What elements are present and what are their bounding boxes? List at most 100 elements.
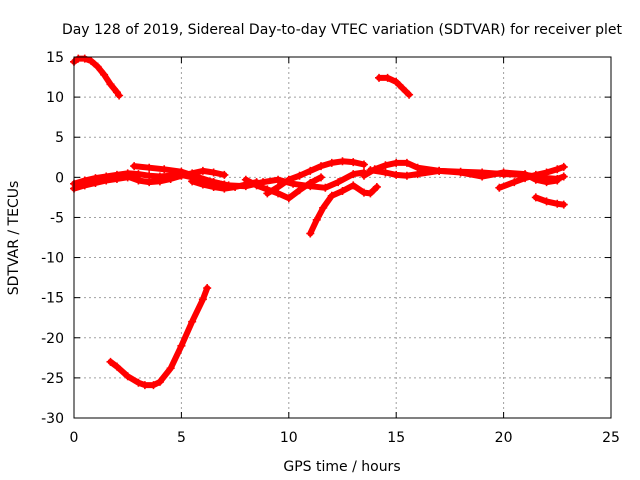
data-point (495, 183, 504, 192)
data-point (209, 182, 218, 191)
data-point (478, 172, 487, 181)
data-point (145, 163, 154, 172)
data-point (383, 73, 392, 82)
data-point (87, 57, 96, 66)
data-point (93, 62, 102, 71)
data-point (334, 178, 343, 187)
data-point (284, 175, 293, 184)
data-point (327, 191, 336, 200)
data-point (319, 203, 328, 212)
data-point (366, 189, 375, 198)
data-point (177, 171, 186, 180)
data-point (359, 171, 368, 180)
data-point (112, 174, 121, 183)
data-point (392, 158, 401, 167)
data-point (134, 378, 143, 387)
data-point (559, 172, 568, 181)
data-point (531, 170, 540, 179)
data-point (188, 317, 197, 326)
data-point (145, 178, 154, 187)
data-point (274, 182, 283, 191)
data-point (166, 364, 175, 373)
data-point (295, 186, 304, 195)
y-axis-label: SDTVAR / TECUs (6, 181, 22, 296)
data-point (106, 357, 115, 366)
data-point (123, 372, 132, 381)
data-point (553, 165, 562, 174)
series-line (107, 285, 211, 389)
series-arc-1 (70, 54, 124, 100)
series-line (376, 74, 413, 98)
data-point (312, 215, 321, 224)
data-point (349, 170, 358, 179)
y-tick-label: 0 (55, 170, 64, 186)
data-point (220, 170, 229, 179)
y-tick-label: -10 (41, 251, 64, 267)
y-tick-label: -20 (41, 331, 64, 347)
data-point (542, 197, 551, 206)
data-point (149, 381, 158, 390)
data-point (531, 193, 540, 202)
data-point (542, 178, 551, 187)
data-point (295, 171, 304, 180)
data-point (306, 229, 315, 238)
data-point (130, 162, 139, 171)
data-point (166, 174, 175, 183)
series-line (264, 158, 367, 197)
data-point (521, 174, 530, 183)
data-point (402, 171, 411, 180)
data-point (435, 166, 444, 175)
x-tick-label: 15 (387, 430, 405, 446)
y-tick-label: 10 (46, 90, 64, 106)
data-point (115, 91, 124, 100)
data-point (321, 183, 330, 192)
data-point (198, 180, 207, 189)
data-point (209, 168, 218, 177)
data-point (317, 173, 326, 182)
series-arc-6 (123, 166, 229, 187)
series-line (124, 167, 228, 186)
data-point (198, 295, 207, 304)
data-point (100, 70, 109, 79)
data-point (413, 170, 422, 179)
data-point (140, 381, 149, 390)
y-tick-label: -30 (41, 411, 64, 427)
data-layer (70, 54, 568, 390)
data-point (559, 162, 568, 171)
data-point (188, 169, 197, 178)
data-point (381, 168, 390, 177)
data-point (252, 181, 261, 190)
data-point (102, 176, 111, 185)
data-point (349, 158, 358, 167)
data-point (359, 160, 368, 169)
data-point (327, 158, 336, 167)
data-point (338, 186, 347, 195)
grid (74, 57, 611, 418)
y-tick-label: 15 (46, 50, 64, 66)
x-tick-label: 10 (280, 430, 298, 446)
data-point (80, 181, 89, 190)
data-point (203, 284, 212, 293)
data-point (392, 77, 401, 86)
data-point (155, 377, 164, 386)
data-point (542, 168, 551, 177)
x-tick-label: 20 (495, 430, 513, 446)
chart-title: Day 128 of 2019, Sidereal Day-to-day VTE… (62, 22, 623, 38)
data-point (349, 181, 358, 190)
data-point (359, 188, 368, 197)
data-point (510, 178, 519, 187)
data-point (188, 177, 197, 186)
series-arc-11 (375, 73, 414, 99)
data-point (220, 184, 229, 193)
data-point (306, 178, 315, 187)
x-tick-label: 0 (70, 430, 79, 446)
data-point (553, 176, 562, 185)
data-point (553, 199, 562, 208)
y-tick-label: -5 (50, 210, 64, 226)
data-point (372, 182, 381, 191)
data-point (375, 73, 384, 82)
data-point (456, 168, 465, 177)
data-point (274, 175, 283, 184)
plot-frame (73, 56, 612, 419)
data-point (366, 166, 375, 175)
